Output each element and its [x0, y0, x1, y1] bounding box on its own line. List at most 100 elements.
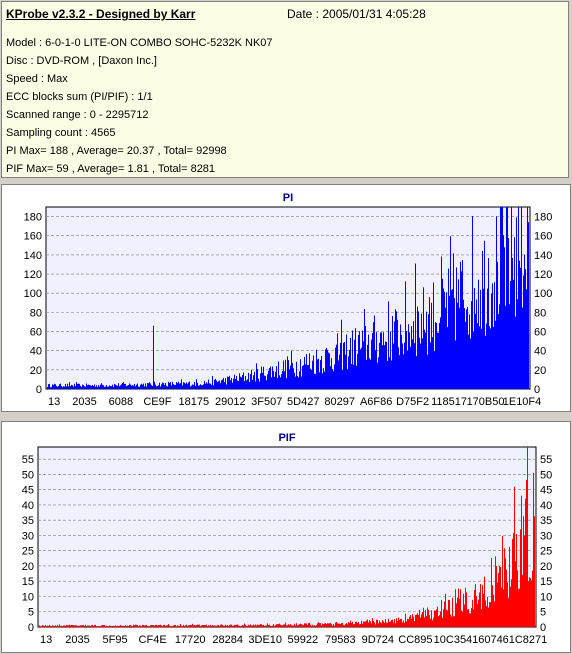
data-bar	[417, 306, 418, 389]
y-tick-label-right: 0	[540, 622, 546, 634]
data-bar	[350, 337, 351, 389]
data-bar	[414, 621, 415, 627]
data-bar	[390, 621, 391, 627]
data-bar	[485, 600, 486, 627]
x-tick-label: 28284	[212, 634, 243, 646]
data-bar	[197, 624, 198, 627]
data-bar	[240, 376, 241, 389]
data-bar	[471, 607, 472, 627]
data-bar	[429, 297, 430, 389]
y-tick-label-left: 100	[24, 288, 42, 300]
data-bar	[380, 332, 381, 389]
data-bar	[176, 382, 177, 389]
data-bar	[469, 613, 470, 627]
data-bar	[71, 624, 72, 627]
data-bar	[180, 623, 181, 627]
data-bar	[333, 371, 334, 389]
data-bar	[331, 624, 332, 627]
x-tick-label: A6F86	[360, 396, 392, 408]
data-bar	[155, 384, 156, 389]
data-bar	[534, 516, 535, 627]
data-bar	[243, 625, 244, 627]
data-bar	[445, 593, 446, 627]
data-bar	[474, 288, 475, 389]
data-bar	[313, 355, 314, 389]
data-bar	[434, 610, 435, 627]
data-bar	[291, 625, 292, 627]
scanned-range-row: Scanned range : 0 - 2295712	[6, 109, 149, 121]
y-tick-label-right: 10	[540, 591, 552, 603]
data-bar	[419, 337, 420, 389]
data-bar	[348, 356, 349, 389]
data-bar	[106, 384, 107, 389]
data-bar	[156, 625, 157, 627]
data-bar	[266, 625, 267, 627]
y-tick-label-right: 50	[540, 469, 552, 481]
data-bar	[517, 299, 518, 389]
data-bar	[420, 617, 421, 627]
x-tick-label: 118517	[431, 396, 467, 408]
data-bar	[75, 385, 76, 389]
data-bar	[47, 386, 48, 389]
data-bar	[147, 625, 148, 627]
data-bar	[115, 384, 116, 389]
data-bar	[263, 624, 264, 627]
data-bar	[107, 386, 108, 389]
data-bar	[366, 359, 367, 389]
data-bar	[118, 625, 119, 627]
data-bar	[261, 624, 262, 627]
data-bar	[413, 616, 414, 627]
data-bar	[306, 623, 307, 627]
data-bar	[221, 380, 222, 389]
data-bar	[145, 625, 146, 627]
data-bar	[403, 354, 404, 389]
data-bar	[90, 625, 91, 627]
data-bar	[290, 365, 291, 389]
pi-chart: PI 0 0 20 20 40 40 60 60 80 80 100 100 120 120 140 140 16…	[24, 192, 553, 408]
data-bar	[274, 376, 275, 389]
data-bar	[249, 381, 250, 389]
data-bar	[169, 625, 170, 627]
data-bar	[481, 328, 482, 389]
data-bar	[416, 614, 417, 627]
data-bar	[482, 251, 483, 389]
data-bar	[161, 384, 162, 389]
data-bar	[135, 624, 136, 627]
data-bar	[222, 379, 223, 389]
data-bar	[358, 621, 359, 627]
data-bar	[507, 582, 508, 627]
x-tick-label: 79583	[325, 634, 356, 646]
data-bar	[343, 624, 344, 627]
data-bar	[514, 237, 515, 389]
data-bar	[237, 624, 238, 627]
data-bar	[335, 622, 336, 627]
y-tick-label-right: 40	[540, 500, 552, 512]
data-bar	[485, 335, 486, 389]
data-bar	[288, 360, 289, 389]
y-tick-label-left: 30	[22, 530, 34, 542]
data-bar	[259, 381, 260, 389]
data-bar	[211, 625, 212, 627]
y-tick-label-left: 40	[22, 500, 34, 512]
data-bar	[394, 321, 395, 389]
data-bar	[104, 624, 105, 627]
data-bar	[188, 625, 189, 627]
data-bar	[486, 323, 487, 389]
data-bar	[495, 556, 496, 627]
data-bar	[52, 384, 53, 389]
data-bar	[307, 365, 308, 389]
data-bar	[399, 355, 400, 389]
data-bar	[101, 383, 102, 389]
data-bar	[489, 602, 490, 627]
data-bar	[202, 625, 203, 627]
data-bar	[360, 623, 361, 627]
data-bar	[314, 373, 315, 389]
data-bar	[334, 364, 335, 389]
data-bar	[95, 386, 96, 389]
data-bar	[103, 385, 104, 389]
y-tick-label-right: 60	[534, 327, 546, 339]
y-tick-label-right: 55	[540, 454, 552, 466]
data-bar	[318, 621, 319, 627]
data-bar	[189, 381, 190, 389]
data-bar	[428, 314, 429, 389]
